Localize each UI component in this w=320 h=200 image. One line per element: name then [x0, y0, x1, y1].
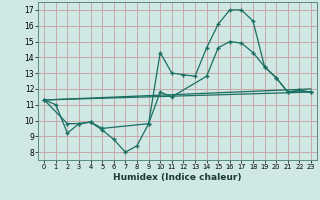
- X-axis label: Humidex (Indice chaleur): Humidex (Indice chaleur): [113, 173, 242, 182]
